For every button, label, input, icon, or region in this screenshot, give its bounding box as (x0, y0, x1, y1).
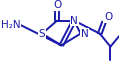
Text: H₂N: H₂N (1, 20, 21, 30)
Text: N: N (81, 29, 88, 39)
Text: S: S (39, 29, 45, 39)
Text: O: O (104, 12, 112, 22)
Text: O: O (53, 0, 61, 10)
Text: N: N (70, 16, 78, 26)
